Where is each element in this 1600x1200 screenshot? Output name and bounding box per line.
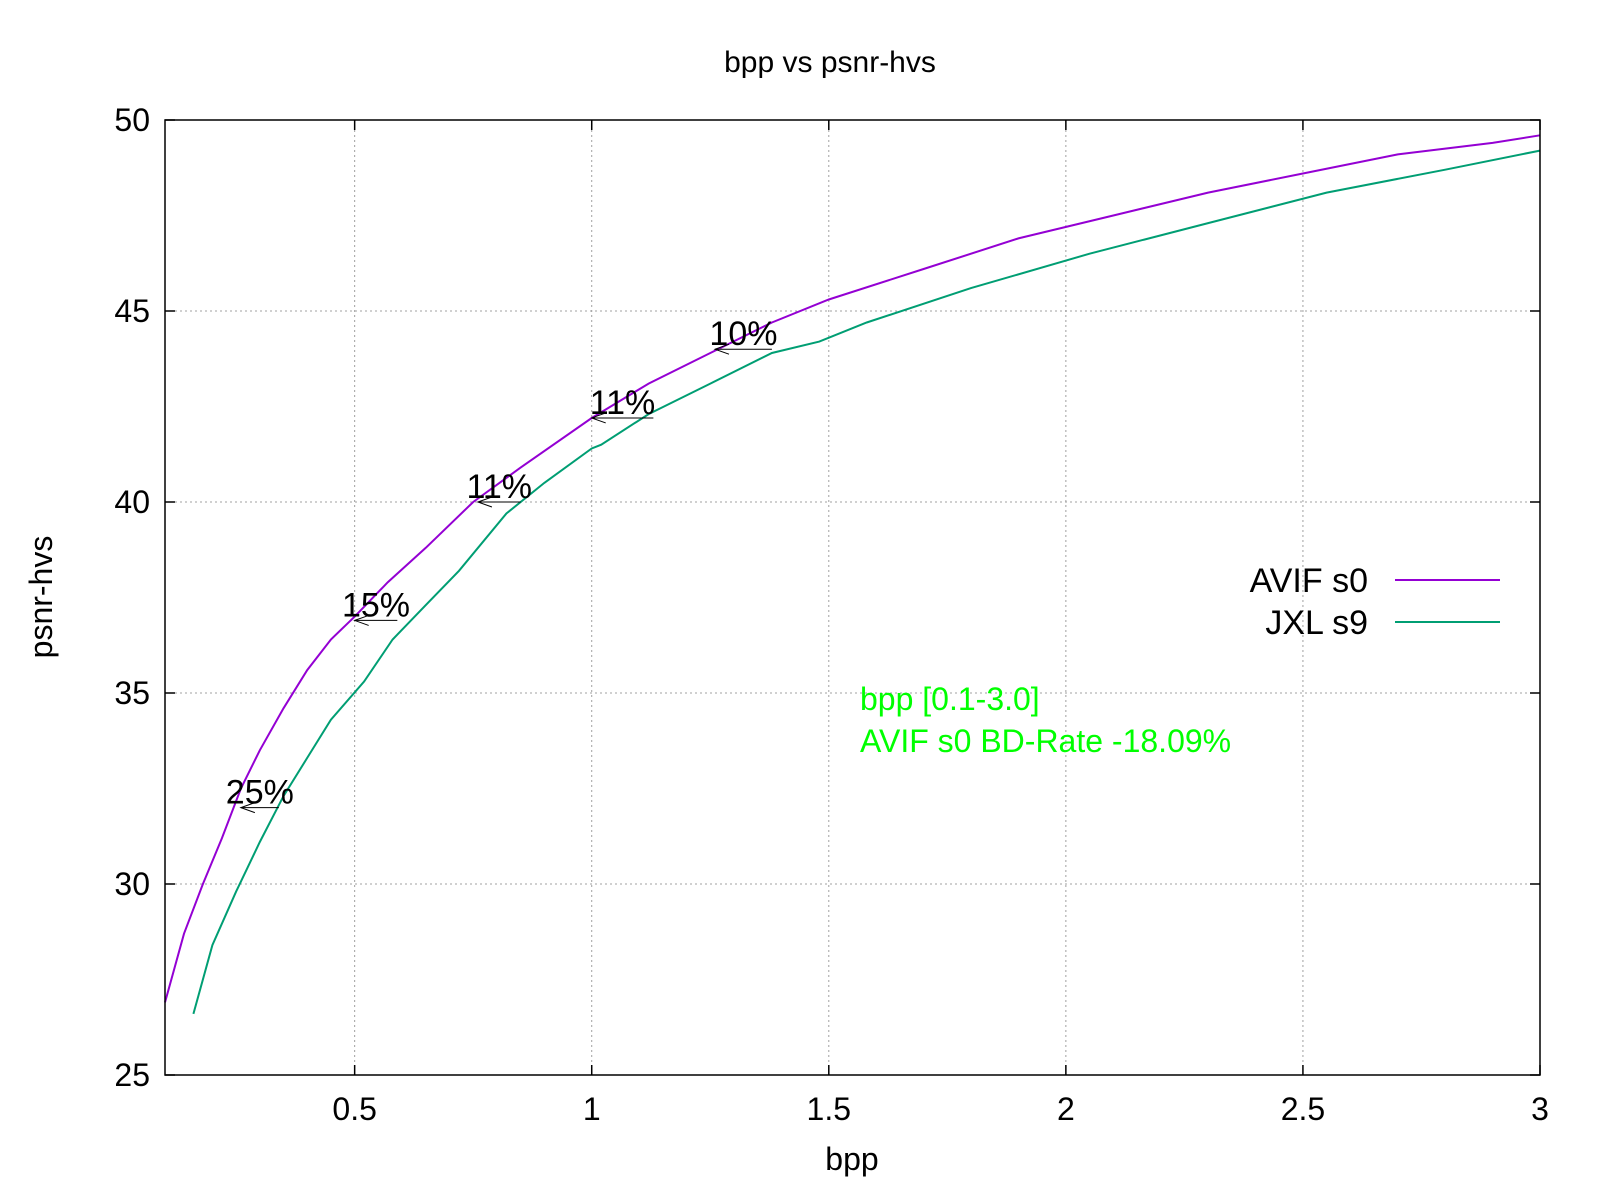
legend-label-avif-s0: AVIF s0 — [1250, 562, 1368, 600]
series-lines — [164, 134, 1541, 1015]
x-tick-label: 1.5 — [807, 1091, 851, 1127]
y-tick-label: 50 — [114, 102, 150, 138]
bd-rate-note-line: AVIF s0 BD-Rate -18.09% — [860, 723, 1231, 759]
x-tick-label: 1 — [583, 1091, 601, 1127]
y-tick-label: 35 — [114, 675, 150, 711]
y-tick-label: 45 — [114, 293, 150, 329]
y-tick-label: 40 — [114, 484, 150, 520]
annotation-label: 15% — [342, 586, 410, 624]
x-axis-label: bpp — [825, 1141, 878, 1177]
series-line-avif-s0 — [164, 134, 1541, 1003]
grid — [165, 120, 1540, 1075]
bd-rate-note-line: bpp [0.1-3.0] — [860, 681, 1040, 717]
annotation-label: 25% — [226, 774, 294, 812]
axis-ticks: 0.5 1 1.5 2 2.5 3 25 30 35 40 45 50 — [114, 102, 1548, 1127]
legend-label-jxl-s9: JXL s9 — [1265, 604, 1368, 642]
annotation-arrowhead — [239, 802, 256, 814]
annotation-arrowhead — [590, 412, 606, 424]
annotation-label: 11% — [467, 468, 533, 506]
series-line-jxl-s9 — [192, 149, 1541, 1015]
y-tick-label: 30 — [114, 866, 150, 902]
annotation-arrowhead — [476, 496, 493, 508]
chart-title: bpp vs psnr-hvs — [724, 46, 936, 79]
annotations: 25% 15% 11% 11% 10% — [226, 315, 777, 814]
legend: AVIF s0 JXL s9 — [1250, 562, 1500, 642]
annotation-arrowhead — [353, 614, 369, 626]
annotation-label: 11% — [590, 384, 656, 422]
y-tick-label: 25 — [114, 1057, 150, 1093]
x-tick-label: 2.5 — [1281, 1091, 1325, 1127]
annotation-label: 10% — [709, 315, 777, 353]
x-tick-label: 0.5 — [332, 1091, 376, 1127]
annotation-arrowhead — [713, 343, 730, 355]
x-tick-label: 3 — [1531, 1091, 1549, 1127]
y-axis-label: psnr-hvs — [23, 536, 59, 659]
x-tick-label: 2 — [1057, 1091, 1075, 1127]
bd-rate-note: bpp [0.1-3.0] AVIF s0 BD-Rate -18.09% — [860, 681, 1231, 759]
plot-frame — [164, 119, 1541, 1076]
